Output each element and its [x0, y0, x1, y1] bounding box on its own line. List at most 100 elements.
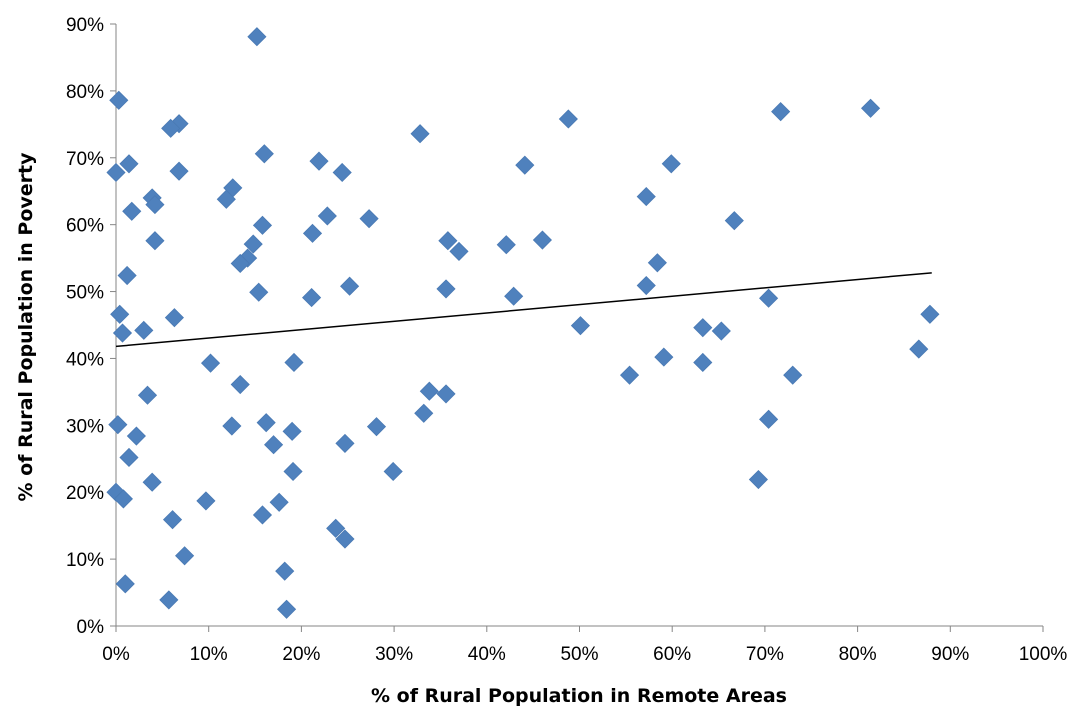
y-tick-label: 0% — [77, 617, 105, 638]
trendline — [115, 272, 932, 348]
data-point — [161, 118, 181, 138]
y-tick-label: 70% — [66, 149, 104, 170]
data-point — [570, 316, 590, 336]
data-point — [134, 320, 154, 340]
data-point — [748, 469, 768, 490]
data-point — [759, 409, 779, 429]
data-point — [332, 162, 352, 183]
data-point — [137, 385, 158, 405]
x-tick-label: 90% — [931, 644, 969, 665]
x-axis-title: % of Rural Population in Remote Areas — [371, 685, 787, 707]
data-point — [359, 209, 379, 229]
y-tick-label: 40% — [66, 349, 104, 370]
data-point — [309, 151, 329, 171]
data-point — [302, 223, 323, 243]
y-tick-label: 90% — [66, 15, 104, 36]
data-point — [145, 231, 165, 251]
y-tick-label: 50% — [66, 283, 104, 304]
data-point — [558, 109, 578, 129]
x-tick-label: 100% — [1019, 644, 1068, 665]
data-point — [243, 234, 263, 254]
y-tick-label: 30% — [66, 416, 104, 437]
data-point — [169, 161, 189, 181]
y-tick-label: 60% — [66, 216, 104, 237]
data-point — [119, 447, 139, 468]
x-tick-label: 10% — [190, 644, 228, 665]
x-tick-label: 80% — [839, 644, 877, 665]
data-point — [711, 321, 731, 341]
data-point — [335, 529, 355, 549]
data-point — [164, 308, 184, 328]
data-point — [269, 492, 289, 512]
data-point — [108, 415, 128, 435]
data-point — [222, 416, 242, 436]
data-point — [515, 155, 535, 175]
y-tick-label: 10% — [66, 550, 104, 571]
data-point — [115, 574, 135, 594]
y-tick-label: 20% — [66, 483, 104, 504]
data-point — [216, 189, 236, 209]
x-tick-label: 70% — [746, 644, 784, 665]
data-point — [771, 102, 791, 122]
x-tick-label: 20% — [282, 644, 320, 665]
data-point — [302, 288, 322, 308]
data-point — [436, 279, 456, 299]
data-point — [647, 253, 667, 273]
y-tick-label: 80% — [66, 82, 104, 103]
trendline-layer — [115, 272, 932, 348]
data-point — [145, 195, 165, 215]
tick-labels: 0% 10% 20% 30% 40% 50% 60% 70% 80% 90% 0% 10% 20% 30%… — [66, 15, 1067, 665]
data-point — [247, 27, 267, 47]
data-point — [162, 510, 183, 530]
x-tick-label: 30% — [375, 644, 413, 665]
data-point — [920, 304, 940, 324]
data-point — [909, 339, 929, 359]
data-point — [230, 374, 250, 395]
data-point — [504, 286, 524, 306]
data-point — [410, 124, 430, 144]
data-point — [196, 491, 216, 511]
data-point — [275, 561, 295, 581]
data-point — [861, 98, 881, 118]
data-point — [449, 241, 469, 261]
data-point — [654, 347, 674, 367]
data-point — [282, 421, 302, 441]
data-point — [256, 413, 276, 433]
data-point — [317, 206, 337, 226]
data-point — [759, 288, 779, 308]
data-point — [636, 275, 656, 296]
data-point — [117, 265, 137, 286]
data-point — [200, 353, 221, 373]
data-point — [126, 426, 146, 446]
data-point — [636, 187, 656, 207]
data-point — [340, 276, 360, 296]
x-tick-label: 50% — [560, 644, 598, 665]
data-point — [142, 472, 162, 492]
data-point — [106, 162, 126, 183]
data-points — [106, 27, 940, 619]
data-point — [119, 154, 139, 174]
data-point — [110, 304, 130, 324]
data-point — [249, 282, 269, 302]
data-point — [661, 154, 681, 174]
data-point — [252, 215, 273, 235]
data-point — [724, 211, 744, 231]
data-point — [326, 518, 346, 538]
data-point — [383, 461, 403, 482]
data-point — [109, 90, 129, 110]
x-tick-label: 40% — [468, 644, 506, 665]
data-point — [783, 365, 803, 385]
data-point — [283, 461, 303, 482]
data-point — [113, 489, 133, 509]
data-point — [414, 403, 434, 423]
data-point — [436, 384, 456, 404]
data-point — [532, 230, 552, 250]
y-axis-title: % of Rural Population in Poverty — [15, 152, 37, 502]
data-point — [284, 352, 304, 373]
data-point — [122, 201, 142, 221]
data-point — [335, 433, 355, 453]
data-point — [230, 253, 250, 274]
x-tick-label: 60% — [653, 644, 691, 665]
